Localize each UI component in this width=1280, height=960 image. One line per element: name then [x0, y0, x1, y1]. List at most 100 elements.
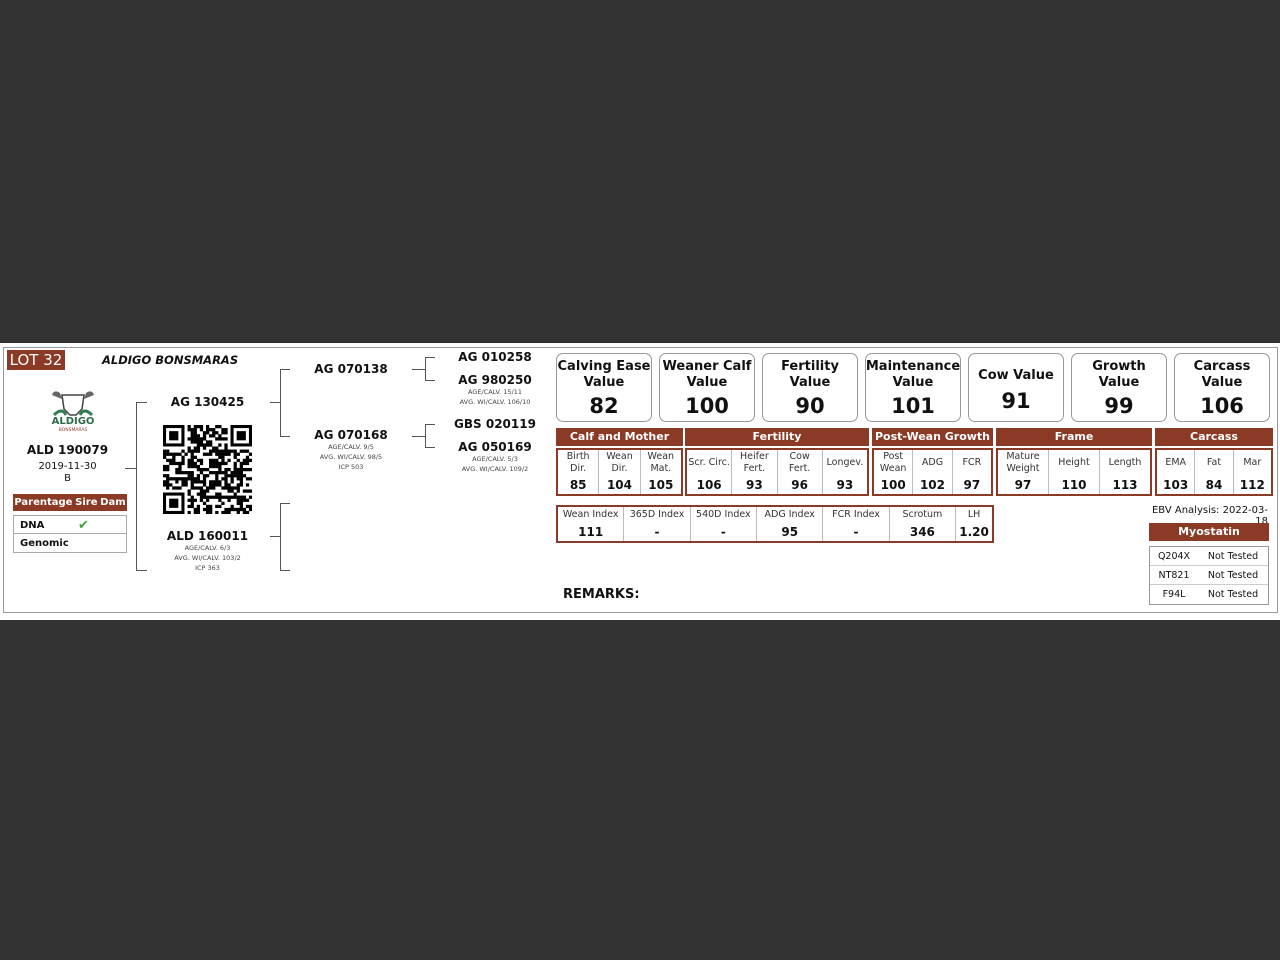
ebv-value: 103: [1163, 478, 1189, 492]
myostatin-row: Q204X Not Tested: [1150, 547, 1268, 566]
value-box: Growth Value 99: [1071, 353, 1167, 422]
ebv-cell: ADG 102: [913, 450, 953, 494]
ebv-value: 106: [696, 478, 722, 492]
ancestor-info: AVG. WI/CALV. 98/5: [319, 453, 383, 461]
ggd-block: AG 980250 AGE/CALV. 15/11 AVG. WI/CALV. …: [440, 373, 550, 407]
farm-name: ALDIGO BONSMARAS: [102, 353, 239, 367]
pedigree-line: [425, 357, 435, 358]
value-title: Fertility Value: [781, 359, 839, 390]
pedigree-line: [280, 503, 290, 504]
ebv-label: FCR: [962, 457, 982, 468]
ebv-label: ADG: [921, 457, 944, 468]
test-status: Not Tested: [1207, 570, 1259, 581]
ebv-label: Mature Weight: [1006, 451, 1040, 474]
ebv-label: Heifer Fert.: [740, 451, 769, 474]
myostatin-row: NT821 Not Tested: [1150, 566, 1268, 585]
index-cell: ADG Index 95: [757, 507, 824, 541]
pedigree-line: [425, 424, 426, 447]
section-cells: EMA 103 Fat 84 Mar 112: [1155, 448, 1273, 496]
section-cells: Post Wean 100 ADG 102 FCR 97: [872, 448, 993, 496]
aldigo-logo: ALDIGO BONSMARAS: [52, 391, 94, 433]
pedigree-line: [425, 380, 435, 381]
ebv-analysis-date: EBV Analysis: 2022-03-18: [1151, 505, 1268, 527]
index-value: -: [853, 525, 859, 539]
parentage-table: Parentage Sire Dam DNA ✔ Genomic: [13, 494, 127, 553]
card-border: [3, 347, 1278, 613]
value-number: 100: [685, 394, 729, 418]
ebv-cell: Cow Fert. 96: [778, 450, 823, 494]
ebv-cell: Mature Weight 97: [998, 450, 1049, 494]
ancestor-info: AVG. WI/CALV. 106/10: [459, 398, 531, 406]
index-label: 365D Index: [629, 509, 685, 520]
index-cell: LH 1.20: [956, 507, 992, 541]
parentage-col: Parentage: [14, 497, 73, 508]
svg-text:BONSMARAS: BONSMARAS: [59, 427, 88, 433]
value-number: 82: [589, 394, 619, 418]
pedigree-line: [136, 402, 137, 570]
value-number: 101: [891, 394, 935, 418]
check-icon: ✔: [78, 518, 89, 533]
value-title: Cow Value: [978, 368, 1054, 383]
remarks-label: REMARKS:: [563, 587, 640, 602]
ebv-cell: Scr. Circ. 106: [687, 450, 733, 494]
value-title: Calving Ease Value: [557, 359, 651, 390]
ebv-value: 93: [746, 478, 763, 492]
index-label: Wean Index: [562, 509, 619, 520]
sire-dam-id: AG 070168: [314, 428, 388, 442]
section-header: Frame: [996, 428, 1152, 446]
row-label: Genomic: [20, 538, 69, 549]
pedigree-line: [280, 436, 290, 437]
myostatin-header: Myostatin: [1149, 523, 1269, 541]
ancestor-info: AVG. WI/CALV. 109/2: [461, 465, 529, 473]
ancestor-info: AGE/CALV. 5/3: [472, 455, 518, 463]
index-value: 111: [578, 525, 604, 539]
pedigree-line: [280, 503, 281, 570]
ebv-label: Wean Mat.: [647, 451, 675, 474]
value-title: Weaner Calf Value: [662, 359, 752, 390]
sire-id: AG 130425: [170, 395, 245, 409]
ebv-cell: Mar 112: [1234, 450, 1271, 494]
qr-code[interactable]: [163, 425, 252, 514]
pedigree-line: [270, 536, 280, 537]
ebv-cell: Fat 84: [1195, 450, 1234, 494]
section-cells: Mature Weight 97 Height 110 Length 113: [996, 448, 1152, 496]
value-box: Maintenance Value 101: [865, 353, 961, 422]
ebv-cell: Post Wean 100: [874, 450, 914, 494]
sire-col: Sire: [75, 497, 98, 508]
parentage-header: Parentage Sire Dam: [13, 494, 127, 511]
section-cells: Birth Dir. 85 Wean Dir. 104 Wean Mat. 105: [556, 448, 683, 496]
ebv-cell: Longev. 93: [823, 450, 867, 494]
ebv-value: 97: [1014, 478, 1032, 492]
value-number: 91: [1001, 389, 1031, 413]
ancestor-block: AG 050169 AGE/CALV. 5/3 AVG. WI/CALV. 10…: [440, 440, 550, 474]
ebv-label: EMA: [1165, 457, 1187, 468]
ebv-label: Wean Dir.: [606, 451, 633, 474]
test-status: Not Tested: [1207, 589, 1259, 600]
ebv-cell: Heifer Fert. 93: [732, 450, 778, 494]
animal-type: B: [64, 473, 71, 484]
ancestor-info: AGE/CALV. 15/11: [467, 388, 523, 396]
dam-col: Dam: [100, 497, 126, 508]
parentage-row-genomic: Genomic: [13, 534, 127, 553]
pedigree-line: [425, 357, 426, 380]
ebv-cell: EMA 103: [1157, 450, 1196, 494]
ebv-label: Birth Dir.: [566, 451, 590, 474]
value-number: 99: [1104, 394, 1134, 418]
pedigree-line: [136, 402, 147, 403]
index-cell: Scrotum 346: [890, 507, 957, 541]
section-cells: Scr. Circ. 106 Heifer Fert. 93 Cow Fert. 96 Lo…: [685, 448, 869, 496]
ebv-cell: Wean Mat. 105: [641, 450, 681, 494]
value-box: Fertility Value 90: [762, 353, 858, 422]
value-box: Cow Value 91: [968, 353, 1064, 422]
section-header: Fertility: [685, 428, 869, 446]
index-label: LH: [967, 509, 981, 520]
ebv-cell: Length 113: [1100, 450, 1150, 494]
index-cell: Wean Index 111: [558, 507, 625, 541]
gene-name: Q204X: [1157, 551, 1191, 562]
value-title: Growth Value: [1092, 359, 1146, 390]
pedigree-line: [425, 447, 435, 448]
ebv-label: Post Wean: [879, 451, 907, 474]
value-title: Maintenance Value: [865, 359, 961, 390]
value-box: Calving Ease Value 82: [556, 353, 652, 422]
parentage-row-dna: DNA ✔: [13, 515, 127, 534]
